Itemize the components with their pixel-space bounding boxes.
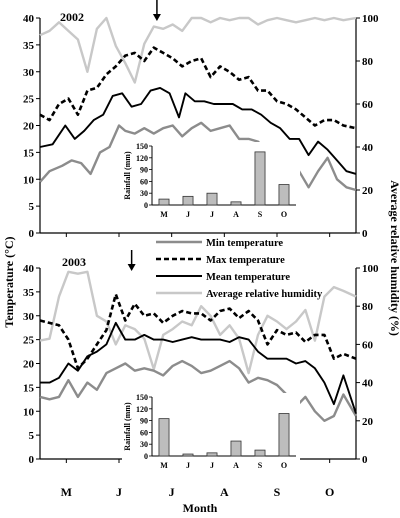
rainfall-y-tick-label: 90	[140, 417, 148, 426]
x-month-label: M	[61, 485, 72, 499]
rainfall-bar	[206, 452, 218, 457]
y-left-tick-label: 35	[23, 40, 35, 52]
rainfall-y-tick-label: 60	[140, 428, 148, 437]
rainfall-bar	[254, 151, 266, 206]
legend-label-mean: Mean temperature	[206, 272, 290, 283]
y-left-tick-label: 5	[29, 201, 35, 213]
rainfall-bar	[254, 449, 266, 457]
y-right-tick-label: 20	[362, 416, 374, 428]
y-left-axis-label: Temperature (°C)	[2, 236, 16, 327]
rainfall-bar	[230, 440, 242, 457]
series-line-mean	[40, 321, 357, 414]
series-line-min	[39, 121, 357, 192]
x-month-label: J	[169, 485, 175, 499]
rainfall-axis-label: Rainfall (mm)	[123, 402, 132, 451]
y-left-tick-label: 5	[29, 430, 35, 442]
y-left-tick-label: 25	[23, 94, 35, 106]
rainfall-y-tick-label: 90	[140, 166, 148, 175]
y-left-tick-label: 10	[23, 174, 35, 186]
y-left-tick-label: 0	[29, 454, 35, 466]
rainfall-category-label: O	[281, 461, 287, 470]
series-line-max	[39, 292, 357, 370]
y-left-tick-label: 40	[23, 13, 35, 25]
rainfall-bar	[206, 192, 218, 206]
y-left-tick-label: 15	[23, 382, 35, 394]
rainfall-y-tick-label: 0	[144, 452, 148, 461]
y-left-tick-label: 35	[23, 287, 35, 299]
y-left-tick-label: 10	[23, 406, 35, 418]
y-right-tick-label: 60	[362, 339, 374, 351]
rainfall-y-tick-label: 120	[136, 154, 148, 163]
x-month-label: J	[116, 485, 122, 499]
y-left-tick-label: 0	[29, 228, 35, 240]
rainfall-category-label: A	[233, 210, 239, 219]
rainfall-category-label: M	[160, 210, 168, 219]
event-arrow-head	[152, 14, 161, 21]
rainfall-category-label: J	[210, 461, 214, 470]
rainfall-axis-label: Rainfall (mm)	[123, 151, 132, 200]
series-line-humidity	[39, 270, 357, 375]
panel-title-2002: 2002	[60, 10, 84, 24]
y-left-tick-label: 20	[23, 359, 35, 371]
rainfall-category-label: O	[281, 210, 287, 219]
rainfall-bar	[158, 418, 170, 457]
y-right-tick-label: 0	[362, 228, 368, 240]
y-right-tick-label: 0	[362, 454, 368, 466]
rainfall-y-tick-label: 0	[144, 201, 148, 210]
y-left-tick-label: 20	[23, 121, 35, 133]
rainfall-bar	[230, 201, 242, 206]
legend: Min temperature Max temperature Mean tem…	[156, 238, 323, 300]
rainfall-y-tick-label: 30	[140, 440, 148, 449]
x-month-label: S	[274, 485, 281, 499]
legend-label-min: Min temperature	[206, 238, 283, 249]
rainfall-category-label: M	[160, 461, 168, 470]
x-month-label: A	[220, 485, 229, 499]
panel-2003: 0 5 10 15 20 25 30 35 40 0 20 40 60 80 100 0 30 60 90 120 15…	[23, 250, 379, 472]
series-line-mean	[39, 86, 357, 175]
y-right-tick-label: 100	[362, 263, 379, 275]
y-right-tick-label: 40	[362, 378, 374, 390]
y-right-tick-label: 60	[362, 99, 374, 111]
rainfall-category-label: S	[258, 461, 263, 470]
y-right-tick-label: 80	[362, 301, 374, 313]
series-line-humidity	[39, 16, 357, 84]
y-left-tick-label: 40	[23, 263, 35, 275]
rainfall-bar	[278, 184, 290, 206]
y-left-tick-label: 15	[23, 147, 35, 159]
rainfall-bar	[158, 198, 170, 206]
event-arrow-head	[127, 264, 136, 271]
rainfall-bar	[182, 453, 194, 457]
rainfall-category-label: S	[258, 210, 263, 219]
y-left-tick-label: 30	[23, 67, 35, 79]
rainfall-y-tick-label: 150	[136, 142, 148, 151]
y-left-tick-label: 25	[23, 335, 35, 347]
panel-2002: 0 5 10 15 20 25 30 35 40 0 20 40 60 80 100 0 30 60 90 120 15…	[23, 0, 379, 240]
y-right-tick-label: 40	[362, 142, 374, 154]
y-right-tick-label: 20	[362, 185, 374, 197]
y-left-tick-label: 30	[23, 311, 35, 323]
y-right-axis-label: Average relative humidity (%)	[388, 180, 400, 336]
x-axis-label: Month	[183, 501, 218, 515]
x-month-label: O	[325, 485, 334, 499]
rainfall-category-label: J	[210, 210, 214, 219]
rainfall-category-label: J	[186, 461, 190, 470]
series-line-min	[39, 359, 358, 422]
rainfall-y-tick-label: 150	[136, 393, 148, 402]
rainfall-category-label: J	[186, 210, 190, 219]
legend-label-humidity: Average relative humidity	[206, 289, 323, 300]
rainfall-y-tick-label: 30	[140, 189, 148, 198]
series-line-max	[39, 46, 357, 130]
rainfall-bar	[278, 413, 290, 457]
rainfall-y-tick-label: 120	[136, 405, 148, 414]
rainfall-y-tick-label: 60	[140, 177, 148, 186]
panel-title-2003: 2003	[62, 255, 86, 269]
y-right-tick-label: 80	[362, 56, 374, 68]
legend-label-max: Max temperature	[206, 255, 285, 266]
rainfall-bar	[182, 195, 194, 206]
y-right-tick-label: 100	[362, 13, 379, 25]
rainfall-category-label: A	[233, 461, 239, 470]
